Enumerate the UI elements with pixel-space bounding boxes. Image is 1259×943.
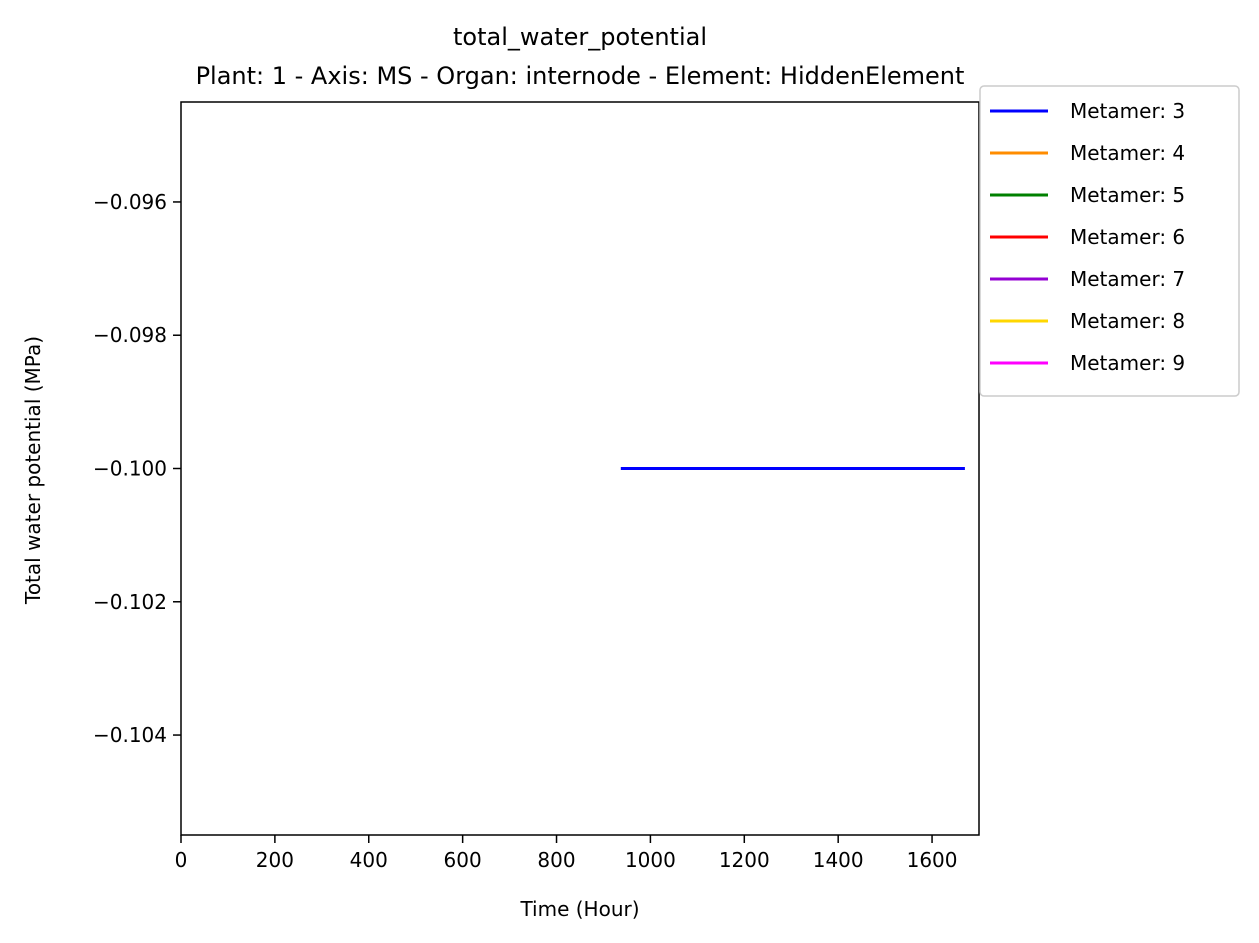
x-tick-label: 1600 <box>907 848 958 872</box>
x-axis: 0 200 400 600 800 1000 1200 1400 1600 <box>175 835 958 872</box>
x-tick-label: 0 <box>175 848 188 872</box>
x-axis-label: Time (Hour) <box>519 897 639 921</box>
y-axis-label: Total water potential (MPa) <box>21 336 45 605</box>
y-axis: −0.096 −0.098 −0.100 −0.102 −0.104 <box>93 190 181 747</box>
legend: Metamer: 3 Metamer: 4 Metamer: 5 Metamer: 6… <box>979 85 1240 397</box>
y-tick-label: −0.104 <box>93 723 167 747</box>
legend-label: Metamer: 8 <box>1070 309 1185 333</box>
legend-label: Metamer: 6 <box>1070 225 1185 249</box>
legend-label: Metamer: 9 <box>1070 351 1185 375</box>
y-tick-label: −0.100 <box>93 457 167 481</box>
legend-label: Metamer: 4 <box>1070 141 1185 165</box>
x-tick-label: 200 <box>256 848 294 872</box>
x-tick-label: 800 <box>537 848 575 872</box>
y-tick-label: −0.102 <box>93 590 167 614</box>
x-tick-label: 1200 <box>719 848 770 872</box>
x-tick-label: 1400 <box>813 848 864 872</box>
legend-label: Metamer: 7 <box>1070 267 1185 291</box>
x-tick-label: 600 <box>444 848 482 872</box>
y-tick-label: −0.098 <box>93 323 167 347</box>
legend-box <box>979 85 1240 397</box>
legend-label: Metamer: 3 <box>1070 99 1185 123</box>
chart-title: total_water_potential <box>453 23 707 51</box>
chart-subtitle: Plant: 1 - Axis: MS - Organ: internode -… <box>196 62 965 90</box>
legend-label: Metamer: 5 <box>1070 183 1185 207</box>
x-tick-label: 400 <box>350 848 388 872</box>
y-tick-label: −0.096 <box>93 190 167 214</box>
x-tick-label: 1000 <box>625 848 676 872</box>
